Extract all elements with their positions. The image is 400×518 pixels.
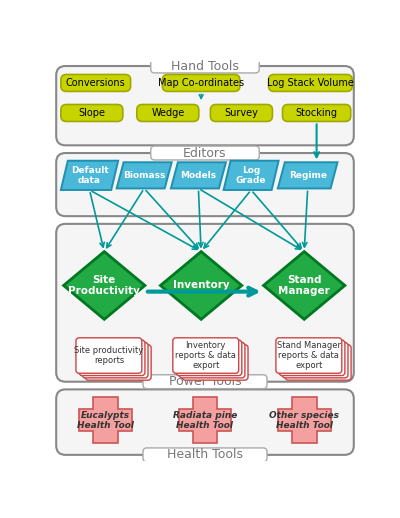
Polygon shape	[61, 161, 118, 190]
FancyBboxPatch shape	[162, 75, 240, 91]
Text: Stocking: Stocking	[296, 108, 338, 118]
Polygon shape	[171, 162, 226, 189]
Text: Eucalypts
Health Tool: Eucalypts Health Tool	[77, 410, 134, 430]
Text: Survey: Survey	[224, 108, 258, 118]
Text: Editors: Editors	[183, 147, 227, 160]
FancyBboxPatch shape	[61, 105, 123, 121]
FancyBboxPatch shape	[173, 338, 239, 373]
FancyBboxPatch shape	[210, 105, 272, 121]
Polygon shape	[278, 397, 330, 443]
Text: Other species
Health Tool: Other species Health Tool	[269, 410, 339, 430]
Polygon shape	[179, 397, 231, 443]
Text: Wedge: Wedge	[151, 108, 184, 118]
Text: Inventory
reports & data
export: Inventory reports & data export	[175, 341, 236, 370]
Text: Radiata pine
Health Tool: Radiata pine Health Tool	[173, 410, 237, 430]
FancyBboxPatch shape	[85, 345, 151, 380]
FancyBboxPatch shape	[151, 146, 259, 160]
FancyBboxPatch shape	[268, 75, 352, 91]
Text: Stand Manager
reports & data
export: Stand Manager reports & data export	[277, 341, 341, 370]
Polygon shape	[278, 162, 338, 189]
FancyBboxPatch shape	[56, 224, 354, 382]
Text: Inventory: Inventory	[173, 280, 230, 291]
FancyBboxPatch shape	[76, 338, 142, 373]
FancyBboxPatch shape	[143, 448, 267, 462]
Text: Models: Models	[180, 171, 216, 180]
Text: Hand Tools: Hand Tools	[171, 60, 239, 73]
Text: Biomass: Biomass	[123, 171, 165, 180]
Text: Regime: Regime	[289, 171, 327, 180]
Polygon shape	[64, 252, 145, 319]
FancyBboxPatch shape	[61, 75, 131, 91]
Text: Power Tools: Power Tools	[169, 375, 241, 388]
Text: Default
data: Default data	[71, 166, 108, 185]
Polygon shape	[264, 252, 345, 319]
FancyBboxPatch shape	[176, 340, 242, 376]
FancyBboxPatch shape	[143, 375, 267, 388]
Text: Stand
Manager: Stand Manager	[278, 275, 330, 296]
Text: Log Stack Volume: Log Stack Volume	[267, 78, 354, 88]
Text: Slope: Slope	[78, 108, 105, 118]
FancyBboxPatch shape	[82, 342, 148, 378]
FancyBboxPatch shape	[285, 345, 351, 380]
Text: Site
Productivity: Site Productivity	[68, 275, 140, 296]
FancyBboxPatch shape	[182, 345, 248, 380]
Polygon shape	[80, 397, 132, 443]
FancyBboxPatch shape	[151, 59, 259, 73]
FancyBboxPatch shape	[279, 340, 345, 376]
FancyBboxPatch shape	[56, 390, 354, 455]
FancyBboxPatch shape	[56, 66, 354, 146]
FancyBboxPatch shape	[56, 153, 354, 216]
FancyBboxPatch shape	[282, 105, 351, 121]
Polygon shape	[117, 162, 172, 189]
Text: Log
Grade: Log Grade	[236, 166, 266, 185]
Text: Map Co-ordinates: Map Co-ordinates	[158, 78, 244, 88]
Polygon shape	[160, 252, 242, 319]
Polygon shape	[224, 161, 279, 190]
Text: Site productivity
reports: Site productivity reports	[74, 346, 144, 365]
FancyBboxPatch shape	[276, 338, 342, 373]
FancyBboxPatch shape	[179, 342, 245, 378]
Text: Conversions: Conversions	[66, 78, 126, 88]
FancyBboxPatch shape	[137, 105, 199, 121]
FancyBboxPatch shape	[79, 340, 145, 376]
FancyBboxPatch shape	[282, 342, 348, 378]
Text: Health Tools: Health Tools	[167, 449, 243, 462]
